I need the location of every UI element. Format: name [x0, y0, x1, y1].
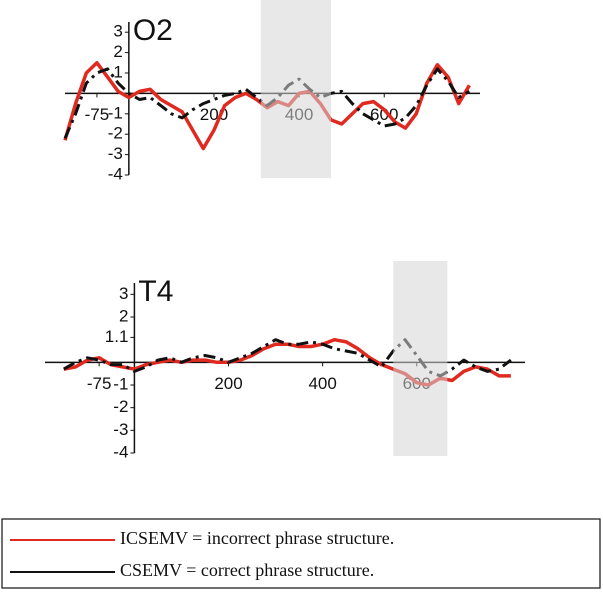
legend-box: [1, 518, 601, 589]
y-tick-label: -1: [108, 103, 123, 122]
y-tick-label: -2: [113, 397, 128, 416]
legend-label: ICSEMV = incorrect phrase structure.: [120, 528, 394, 548]
x-tick-label: -75: [85, 105, 110, 124]
y-tick-label: -1: [113, 374, 128, 393]
x-tick-label: 400: [308, 374, 336, 393]
x-tick-label: -75: [87, 374, 112, 393]
highlight-window: [260, 0, 332, 178]
y-tick-label: 1: [113, 62, 122, 81]
y-tick-label: 2: [119, 306, 128, 325]
panel-title: O2: [133, 14, 173, 47]
highlight-window: [393, 261, 448, 456]
panel-title: T4: [138, 275, 173, 308]
y-tick-label: -4: [108, 164, 123, 183]
data-line: [63, 338, 512, 378]
y-tick-label: 2: [113, 42, 122, 61]
y-tick-label: -3: [113, 420, 128, 439]
y-tick-label: 3: [113, 22, 122, 41]
legend-label: CSEMV = correct phrase structure.: [120, 560, 374, 580]
y-tick-label: -2: [108, 124, 123, 143]
y-tick-label: 1.1: [105, 327, 129, 346]
y-tick-label: -3: [108, 144, 123, 163]
y-tick-label: -4: [113, 442, 128, 461]
y-tick-label: 3: [119, 284, 128, 303]
x-tick-label: 200: [214, 374, 242, 393]
